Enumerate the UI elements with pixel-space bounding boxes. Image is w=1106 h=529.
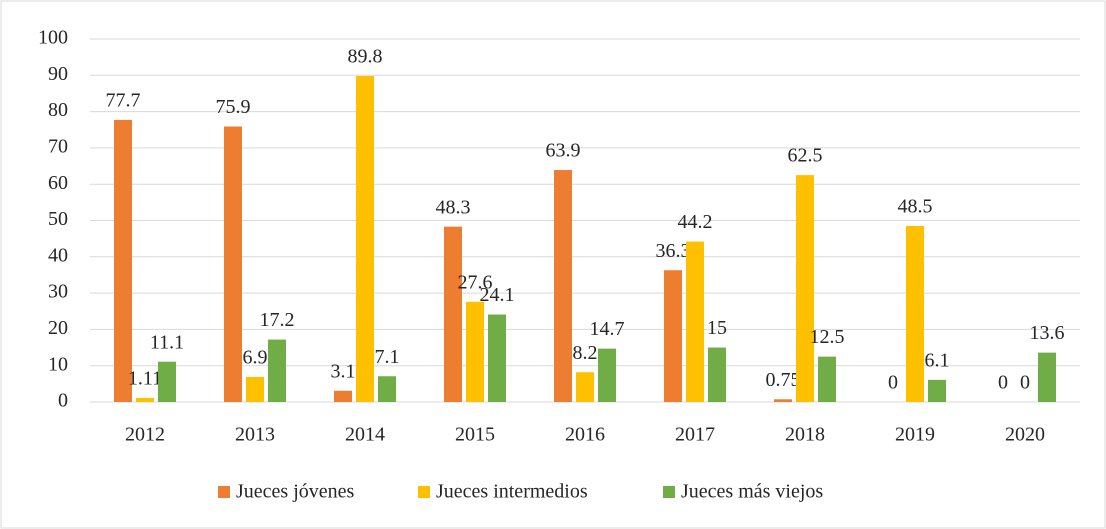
x-tick-label: 2020 bbox=[1005, 424, 1045, 446]
bar bbox=[554, 170, 572, 402]
y-tick-label: 50 bbox=[48, 208, 68, 230]
y-tick-label: 60 bbox=[48, 172, 68, 194]
data-label: 1.11 bbox=[128, 368, 162, 390]
y-tick-label: 40 bbox=[48, 244, 68, 266]
data-label: 14.7 bbox=[590, 318, 625, 340]
data-label: 44.2 bbox=[678, 211, 713, 233]
bar bbox=[356, 76, 374, 402]
legend-label: Jueces más viejos bbox=[681, 481, 823, 503]
data-label: 6.1 bbox=[925, 349, 950, 371]
data-label: 27.6 bbox=[458, 271, 493, 293]
data-label: 8.2 bbox=[573, 342, 598, 364]
x-tick-label: 2015 bbox=[455, 424, 495, 446]
bar bbox=[796, 175, 814, 402]
bar bbox=[598, 348, 616, 402]
legend-swatch bbox=[218, 486, 230, 498]
data-label: 77.7 bbox=[106, 90, 141, 112]
data-label: 6.9 bbox=[243, 347, 268, 369]
y-tick-label: 70 bbox=[48, 135, 68, 157]
bar bbox=[664, 270, 682, 402]
data-label: 0 bbox=[998, 372, 1008, 394]
bar bbox=[334, 390, 352, 402]
data-label: 75.9 bbox=[216, 96, 251, 118]
x-tick-label: 2017 bbox=[675, 424, 715, 446]
y-tick-label: 10 bbox=[48, 353, 68, 375]
y-tick-label: 90 bbox=[48, 63, 68, 85]
data-label: 11.1 bbox=[150, 331, 184, 353]
y-tick-label: 20 bbox=[48, 317, 68, 339]
bar bbox=[818, 356, 836, 402]
data-label: 36.3 bbox=[656, 240, 691, 262]
data-label: 48.3 bbox=[436, 196, 471, 218]
bar bbox=[488, 314, 506, 402]
bar bbox=[686, 241, 704, 402]
legend-swatch bbox=[663, 486, 675, 498]
bar bbox=[444, 226, 462, 402]
data-label: 15 bbox=[707, 317, 727, 339]
bar bbox=[906, 225, 924, 402]
data-label: 24.1 bbox=[480, 284, 515, 306]
data-label: 13.6 bbox=[1030, 322, 1065, 344]
bar bbox=[1038, 352, 1056, 402]
data-label: 0.75 bbox=[766, 369, 801, 391]
bar bbox=[928, 379, 946, 402]
bar bbox=[774, 399, 792, 402]
legend-label: Jueces jóvenes bbox=[236, 481, 355, 503]
data-label: 7.1 bbox=[375, 346, 400, 368]
bar bbox=[136, 397, 154, 402]
x-tick-label: 2016 bbox=[565, 424, 605, 446]
legend-label: Jueces intermedios bbox=[436, 481, 588, 503]
y-tick-label: 30 bbox=[48, 281, 68, 303]
x-tick-label: 2018 bbox=[785, 424, 825, 446]
bar bbox=[114, 119, 132, 402]
x-tick-label: 2014 bbox=[345, 424, 385, 446]
data-label: 63.9 bbox=[546, 140, 581, 162]
bar bbox=[466, 301, 484, 402]
data-label: 62.5 bbox=[788, 145, 823, 167]
x-tick-label: 2019 bbox=[895, 424, 935, 446]
bar bbox=[378, 376, 396, 402]
x-tick-label: 2012 bbox=[125, 424, 165, 446]
legend-swatch bbox=[418, 486, 430, 498]
data-label: 0 bbox=[1020, 372, 1030, 394]
data-label: 0 bbox=[888, 372, 898, 394]
bar bbox=[224, 126, 242, 402]
bar bbox=[576, 372, 594, 402]
y-tick-label: 0 bbox=[58, 390, 68, 412]
data-label: 89.8 bbox=[348, 46, 383, 68]
bar bbox=[708, 347, 726, 402]
data-label: 3.1 bbox=[331, 360, 356, 382]
bar bbox=[246, 376, 264, 402]
y-tick-label: 80 bbox=[48, 99, 68, 121]
y-tick-label: 100 bbox=[38, 27, 68, 49]
data-label: 17.2 bbox=[260, 309, 295, 331]
x-tick-label: 2013 bbox=[235, 424, 275, 446]
data-label: 48.5 bbox=[898, 196, 933, 218]
bar bbox=[158, 361, 176, 402]
data-label: 12.5 bbox=[810, 326, 845, 348]
bar bbox=[268, 339, 286, 402]
